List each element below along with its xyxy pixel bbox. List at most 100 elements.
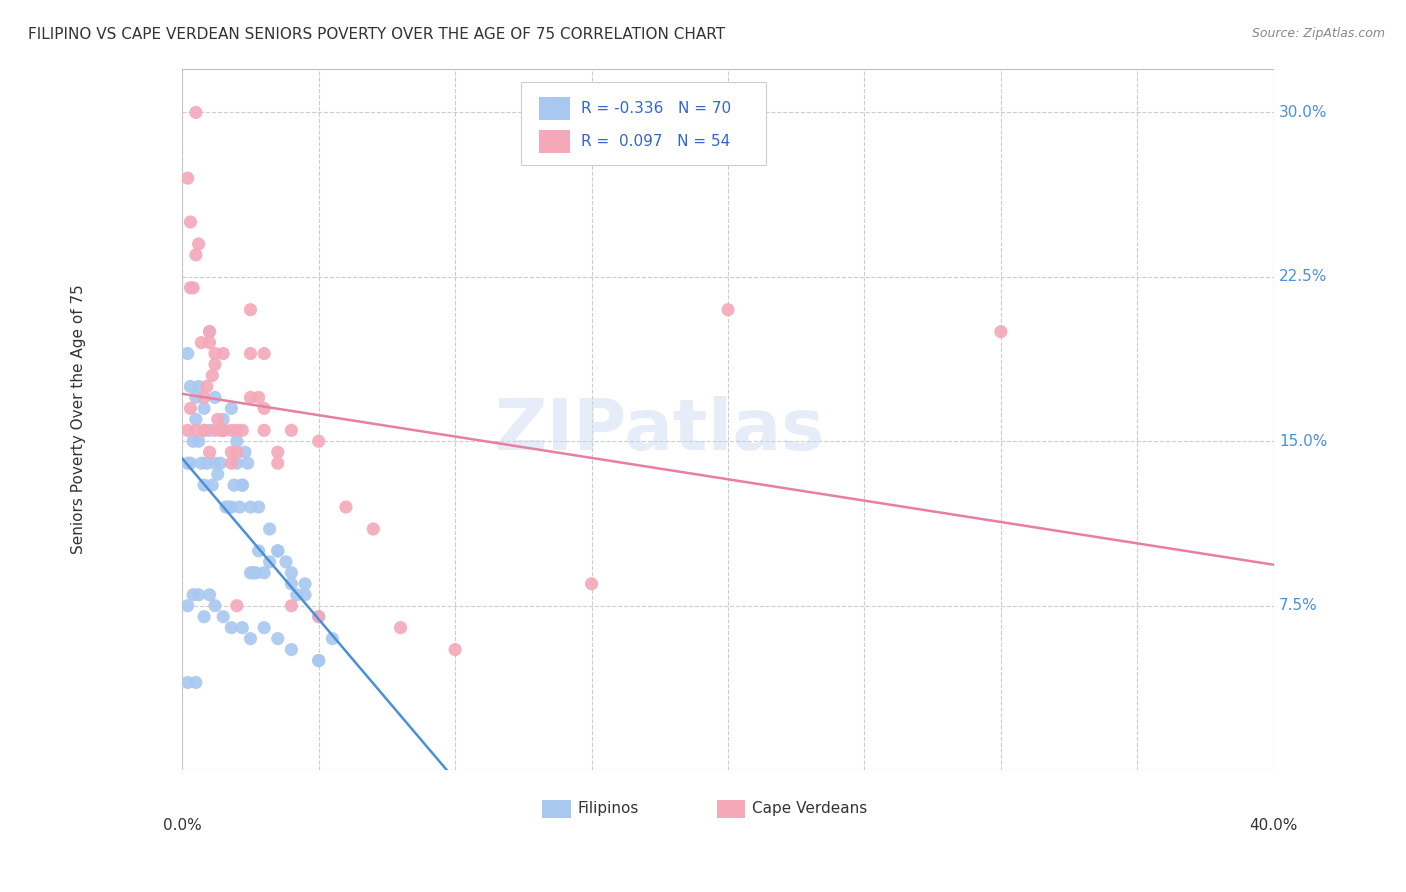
Point bbox=[215, 500, 238, 514]
FancyBboxPatch shape bbox=[543, 799, 571, 818]
Point bbox=[239, 391, 262, 405]
Point bbox=[253, 621, 276, 635]
Point bbox=[190, 335, 212, 350]
Point bbox=[181, 434, 204, 449]
Point bbox=[193, 609, 215, 624]
Point bbox=[198, 325, 221, 339]
Point bbox=[247, 500, 270, 514]
Point bbox=[308, 434, 330, 449]
Point bbox=[247, 544, 270, 558]
Point bbox=[280, 642, 302, 657]
Point bbox=[236, 456, 259, 470]
Point bbox=[195, 379, 218, 393]
Point bbox=[253, 401, 276, 416]
Point bbox=[280, 423, 302, 437]
Point bbox=[209, 423, 232, 437]
Point bbox=[179, 281, 201, 295]
Point bbox=[177, 675, 200, 690]
Point bbox=[198, 325, 221, 339]
Text: 22.5%: 22.5% bbox=[1279, 269, 1327, 285]
Point bbox=[209, 456, 232, 470]
Point bbox=[187, 236, 209, 251]
Point bbox=[218, 500, 240, 514]
Point bbox=[177, 171, 200, 186]
Point bbox=[239, 566, 262, 580]
Point bbox=[294, 576, 316, 591]
Text: Seniors Poverty Over the Age of 75: Seniors Poverty Over the Age of 75 bbox=[72, 285, 86, 554]
Text: ZIPatlas: ZIPatlas bbox=[495, 396, 825, 465]
Point bbox=[225, 445, 247, 459]
Point bbox=[239, 632, 262, 646]
Point bbox=[221, 500, 243, 514]
Text: Source: ZipAtlas.com: Source: ZipAtlas.com bbox=[1251, 27, 1385, 40]
Point bbox=[321, 632, 343, 646]
Point bbox=[184, 412, 207, 426]
Point bbox=[212, 423, 235, 437]
Point bbox=[361, 522, 384, 536]
Point bbox=[221, 456, 243, 470]
Point bbox=[581, 576, 603, 591]
Text: FILIPINO VS CAPE VERDEAN SENIORS POVERTY OVER THE AGE OF 75 CORRELATION CHART: FILIPINO VS CAPE VERDEAN SENIORS POVERTY… bbox=[28, 27, 725, 42]
Point bbox=[179, 401, 201, 416]
Point bbox=[444, 642, 467, 657]
Point bbox=[231, 478, 253, 492]
Point bbox=[285, 588, 308, 602]
Point bbox=[193, 423, 215, 437]
Point bbox=[245, 566, 267, 580]
Point bbox=[224, 478, 246, 492]
Point bbox=[193, 423, 215, 437]
Point bbox=[259, 522, 281, 536]
Point bbox=[253, 346, 276, 360]
Point bbox=[184, 248, 207, 262]
FancyBboxPatch shape bbox=[538, 129, 569, 153]
Point bbox=[335, 500, 357, 514]
Point bbox=[201, 368, 224, 383]
Point bbox=[204, 358, 226, 372]
Point bbox=[204, 346, 226, 360]
Text: 0.0%: 0.0% bbox=[163, 819, 201, 833]
Point bbox=[212, 346, 235, 360]
Point bbox=[225, 599, 247, 613]
Text: Cape Verdeans: Cape Verdeans bbox=[752, 801, 868, 816]
Point bbox=[990, 325, 1012, 339]
Point bbox=[201, 478, 224, 492]
Point bbox=[247, 391, 270, 405]
Point bbox=[228, 500, 250, 514]
Point bbox=[198, 423, 221, 437]
Point bbox=[184, 105, 207, 120]
Point bbox=[212, 423, 235, 437]
Point bbox=[212, 423, 235, 437]
Point bbox=[198, 445, 221, 459]
Point bbox=[280, 576, 302, 591]
Point bbox=[179, 456, 201, 470]
Point bbox=[181, 281, 204, 295]
Text: 40.0%: 40.0% bbox=[1250, 819, 1298, 833]
Text: 15.0%: 15.0% bbox=[1279, 434, 1327, 449]
Point bbox=[207, 467, 229, 482]
Point bbox=[225, 456, 247, 470]
Point bbox=[184, 675, 207, 690]
Point bbox=[198, 335, 221, 350]
FancyBboxPatch shape bbox=[538, 97, 569, 120]
Point bbox=[225, 434, 247, 449]
Point bbox=[193, 401, 215, 416]
Point bbox=[267, 632, 290, 646]
Point bbox=[177, 599, 200, 613]
Point bbox=[308, 609, 330, 624]
Text: 30.0%: 30.0% bbox=[1279, 105, 1327, 120]
Point bbox=[187, 434, 209, 449]
Point bbox=[239, 500, 262, 514]
Point bbox=[207, 412, 229, 426]
Point bbox=[204, 599, 226, 613]
Point bbox=[195, 456, 218, 470]
Point bbox=[280, 599, 302, 613]
Point bbox=[267, 445, 290, 459]
Point bbox=[212, 412, 235, 426]
Point bbox=[187, 588, 209, 602]
Point bbox=[308, 654, 330, 668]
Point bbox=[259, 555, 281, 569]
Point bbox=[308, 654, 330, 668]
Point bbox=[179, 215, 201, 229]
Point bbox=[253, 566, 276, 580]
Point bbox=[231, 423, 253, 437]
